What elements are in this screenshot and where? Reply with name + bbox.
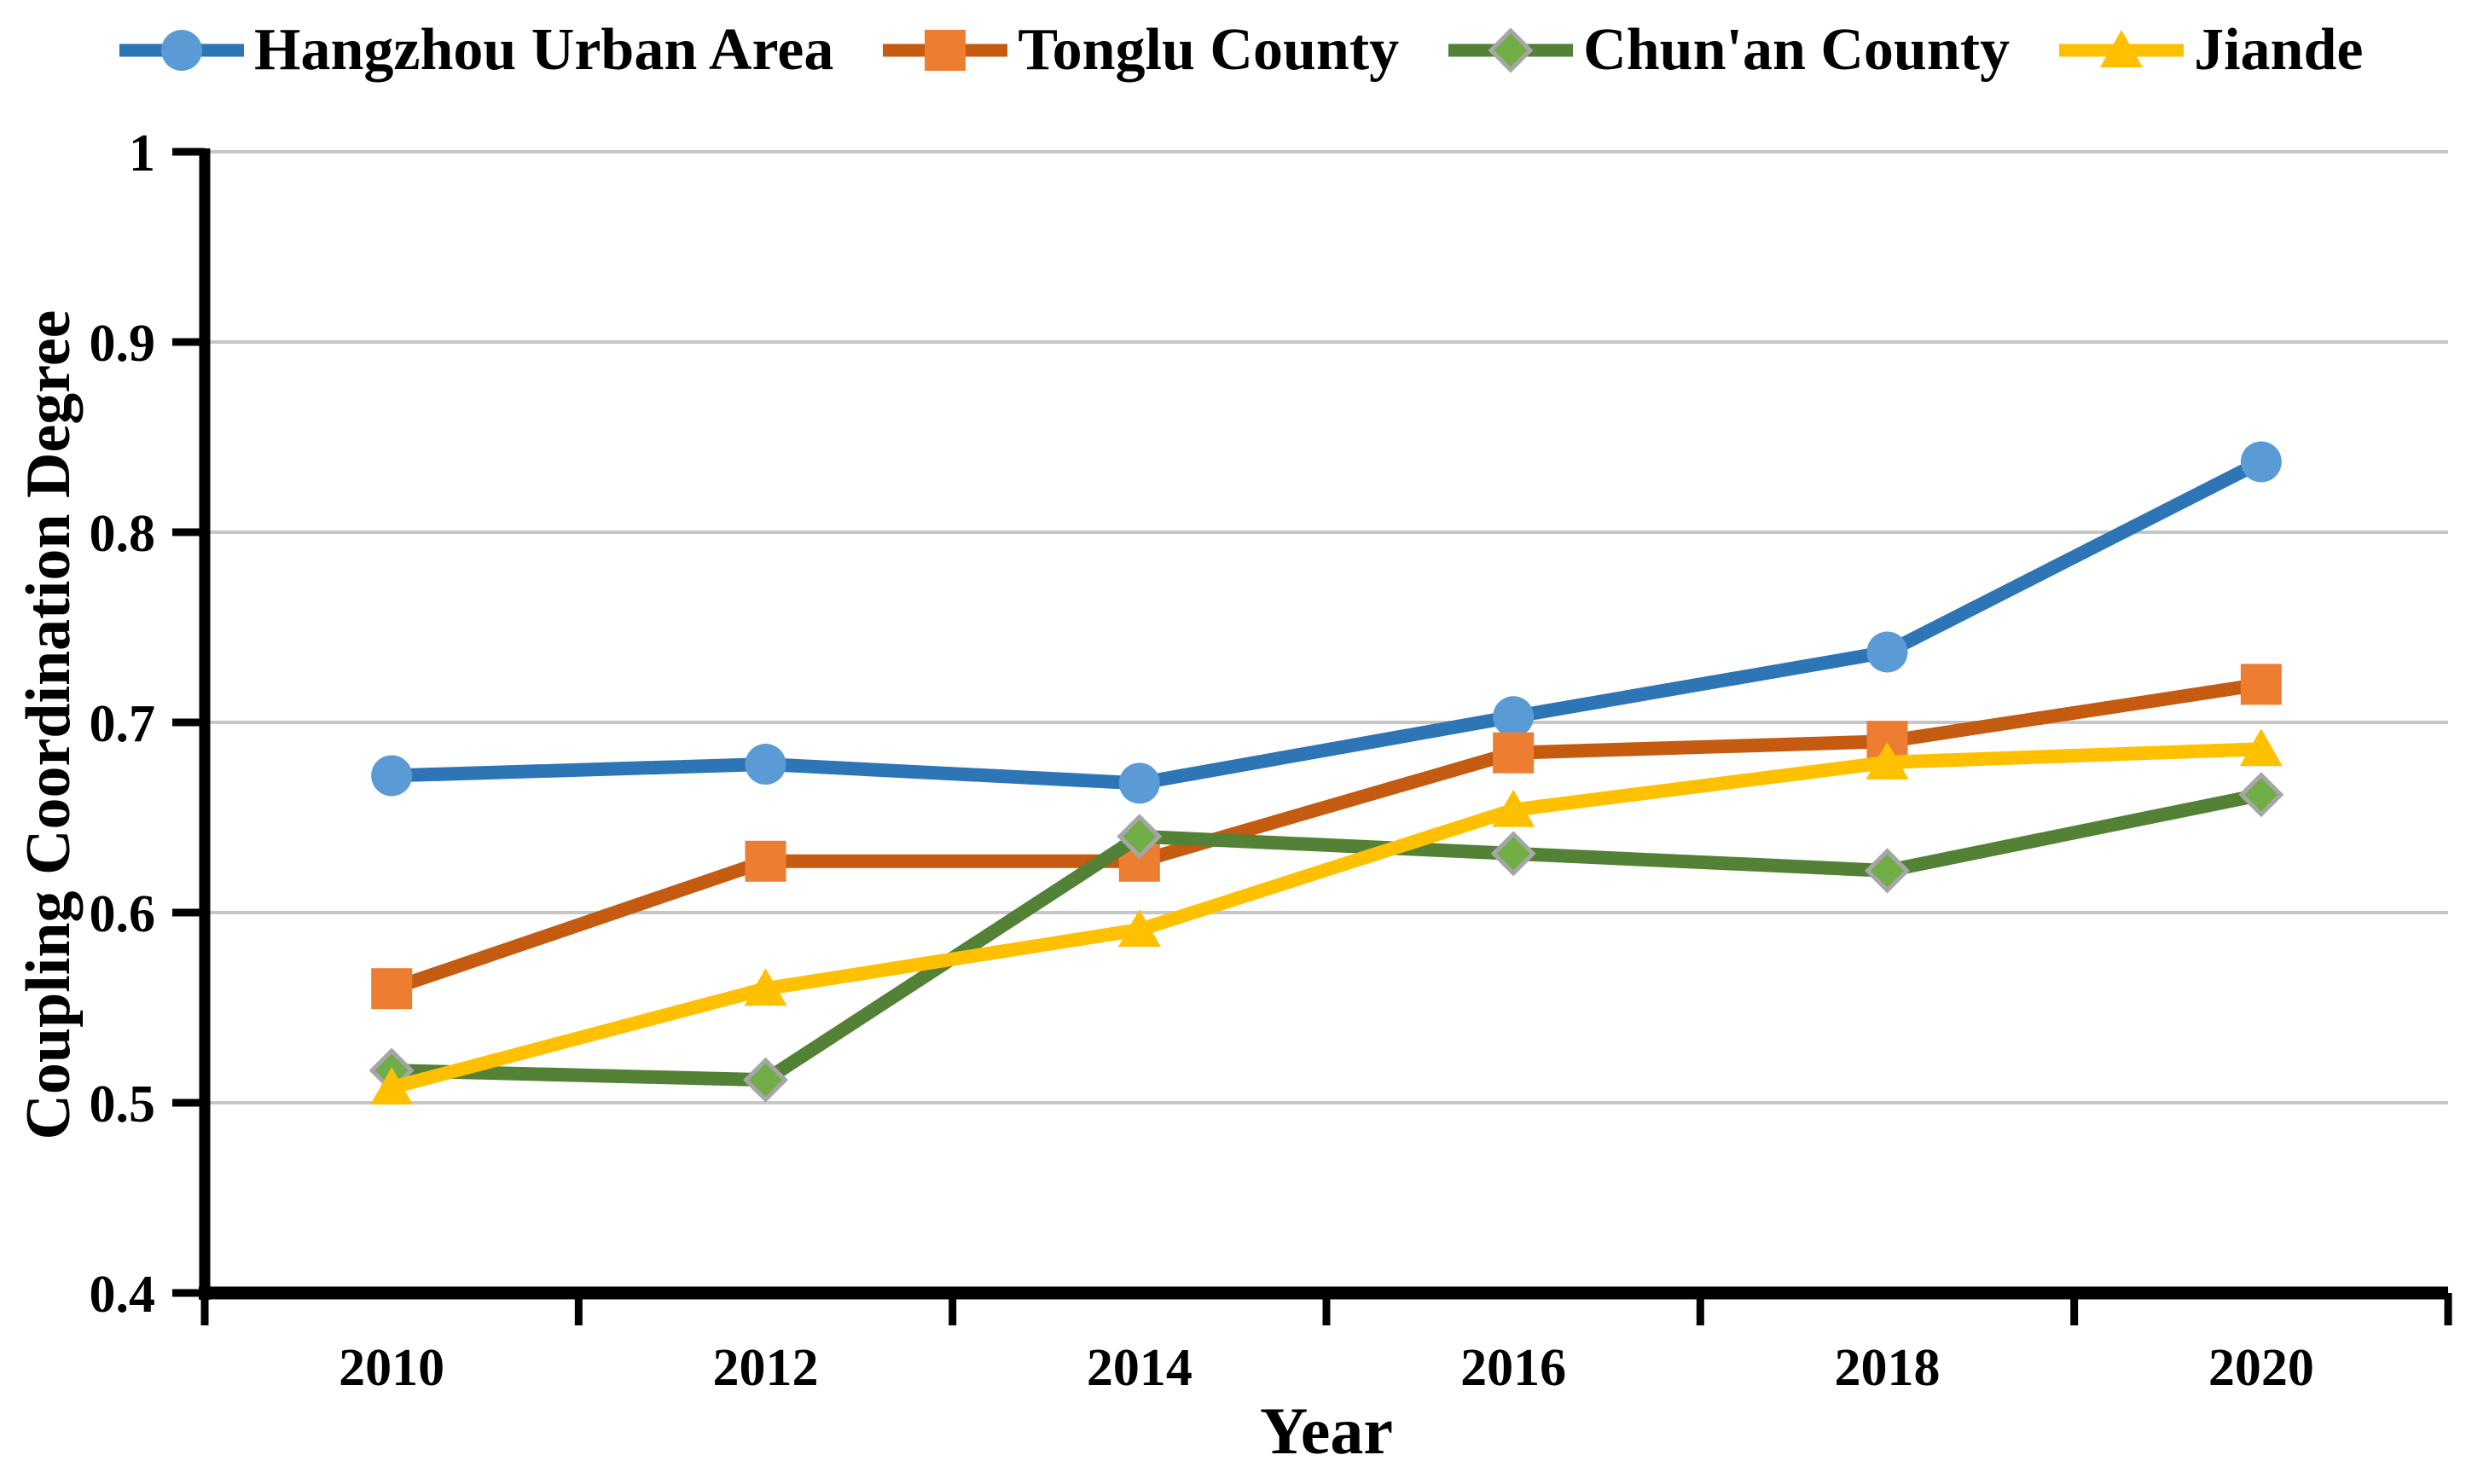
series-diamond — [368, 772, 2284, 1103]
data-point-square — [745, 840, 786, 882]
y-tick-label: 0.4 — [90, 1266, 156, 1324]
data-point-diamond — [1490, 831, 1536, 877]
series-line — [385, 787, 2268, 1087]
data-point-square — [371, 968, 413, 1010]
x-tick-label: 2018 — [1835, 1339, 1941, 1397]
y-tick-label: 1 — [129, 125, 155, 183]
legend-swatch-square — [883, 30, 1008, 71]
y-tick-label: 0.7 — [90, 695, 156, 753]
legend-item: Jiande — [2057, 9, 2364, 91]
data-point-circle — [371, 755, 413, 797]
data-point-square — [1493, 732, 1535, 774]
legend-label: Chun'an County — [1583, 17, 2011, 83]
y-tick-label: 0.5 — [90, 1075, 156, 1133]
data-point-square — [2240, 664, 2282, 705]
data-point-diamond — [1488, 27, 1534, 73]
y-axis-title: Coupling Coordination Degree — [14, 310, 84, 1140]
data-point-diamond — [2238, 772, 2284, 818]
y-tick-label: 0.9 — [90, 315, 156, 373]
legend-label: Hangzhou Urban Area — [254, 17, 834, 83]
legend-item: Chun'an County — [1447, 9, 2010, 91]
data-point-circle — [161, 30, 202, 71]
series-line — [385, 677, 2268, 996]
x-tick-label: 2016 — [1460, 1339, 1566, 1397]
data-point-triangle — [1866, 741, 1909, 780]
chart-legend: Hangzhou Urban Area Tonglu County Chun'an … — [118, 0, 2364, 101]
x-tick-label: 2014 — [1087, 1339, 1192, 1397]
series-line — [385, 455, 2268, 791]
data-point-square — [925, 30, 966, 71]
data-point-diamond — [1864, 848, 1911, 894]
data-point-triangle — [1492, 789, 1535, 827]
data-point-circle — [1118, 762, 1160, 804]
x-axis-title: Year — [1260, 1394, 1393, 1468]
legend-item: Tonglu County — [881, 9, 1399, 91]
data-point-circle — [745, 744, 786, 785]
data-point-triangle — [2100, 30, 2144, 67]
series-circle — [371, 441, 2282, 804]
series-line — [385, 742, 2268, 1095]
data-point-triangle — [370, 1067, 414, 1105]
data-point-diamond — [1117, 814, 1163, 860]
x-tick-label: 2012 — [713, 1339, 819, 1397]
legend-swatch-triangle — [2059, 30, 2185, 67]
legend-label: Tonglu County — [1018, 17, 1400, 83]
series-triangle — [370, 728, 2283, 1105]
data-point-circle — [2240, 441, 2282, 483]
data-point-diamond — [742, 1057, 789, 1103]
legend-swatch-diamond — [1448, 27, 1574, 73]
legend-swatch-circle — [119, 30, 244, 71]
data-point-circle — [1866, 631, 1908, 673]
data-point-circle — [1493, 696, 1535, 738]
x-tick-label: 2020 — [2208, 1339, 2314, 1397]
series-square — [371, 664, 2282, 1010]
y-tick-label: 0.6 — [90, 885, 156, 943]
data-point-triangle — [744, 968, 787, 1006]
data-point-triangle — [1117, 909, 1161, 948]
data-point-triangle — [2239, 728, 2283, 767]
y-tick-label: 0.8 — [90, 505, 156, 563]
legend-item: Hangzhou Urban Area — [118, 9, 833, 91]
legend-label: Jiande — [2194, 17, 2364, 83]
x-tick-label: 2010 — [339, 1339, 444, 1397]
